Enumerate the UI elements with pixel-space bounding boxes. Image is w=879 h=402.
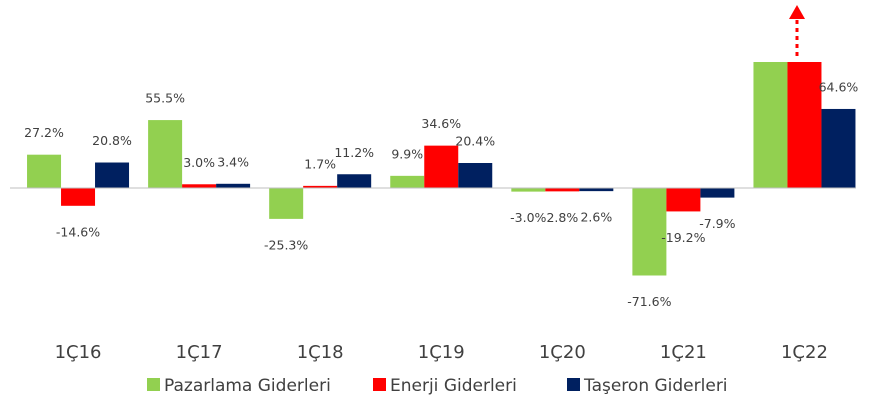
data-label: 64.6% (819, 79, 859, 94)
data-label: 3.4% (217, 154, 249, 169)
legend-label: Pazarlama Giderleri (164, 376, 331, 396)
bar (753, 62, 788, 188)
bar (148, 120, 183, 188)
bar (632, 187, 667, 276)
bar (424, 145, 459, 188)
data-label: 2.8% (546, 210, 578, 225)
x-tick-label: 1Ç22 (781, 342, 828, 363)
bar (182, 184, 217, 188)
data-label: 2.6% (580, 210, 612, 225)
data-label: 27.2% (24, 125, 64, 140)
x-tick-label: 1Ç17 (176, 342, 223, 363)
bar (95, 162, 130, 188)
bar (666, 187, 701, 212)
data-label: -7.9% (699, 216, 735, 231)
plot-area (27, 62, 856, 276)
legend-swatch (373, 378, 386, 391)
data-label: 1.7% (304, 156, 336, 171)
data-label: -14.6% (56, 224, 100, 239)
bar (390, 175, 425, 188)
bar (821, 108, 856, 188)
bar (269, 187, 304, 219)
bar (787, 62, 822, 188)
data-label: 34.6% (421, 116, 461, 131)
arrow-head (789, 5, 805, 19)
bar (216, 183, 251, 188)
data-label: -25.3% (264, 237, 308, 252)
data-label: 55.5% (145, 91, 185, 106)
bar (337, 174, 372, 188)
x-tick-label: 1Ç19 (418, 342, 465, 363)
bar (61, 187, 96, 206)
data-label: -3.0% (510, 210, 546, 225)
x-tick-label: 1Ç21 (660, 342, 707, 363)
legend-label: Enerji Giderleri (390, 376, 517, 396)
bar (27, 154, 62, 188)
data-label: 20.4% (455, 134, 495, 149)
data-label: -71.6% (627, 294, 671, 309)
bar (579, 187, 614, 192)
data-label: -19.2% (661, 230, 705, 245)
data-label: 11.2% (334, 145, 374, 160)
bar (303, 185, 338, 188)
data-label: 3.0% (183, 155, 215, 170)
bar (458, 163, 493, 188)
legend-swatch (567, 378, 580, 391)
bar (700, 187, 735, 198)
bar (511, 187, 546, 192)
bar (545, 187, 580, 192)
x-tick-label: 1Ç18 (297, 342, 344, 363)
x-tick-label: 1Ç16 (55, 342, 102, 363)
legend-swatch (147, 378, 160, 391)
x-tick-label: 1Ç20 (539, 342, 586, 363)
data-label: 9.9% (391, 146, 423, 161)
data-label: 20.8% (92, 133, 132, 148)
legend-label: Taşeron Giderleri (583, 376, 728, 396)
